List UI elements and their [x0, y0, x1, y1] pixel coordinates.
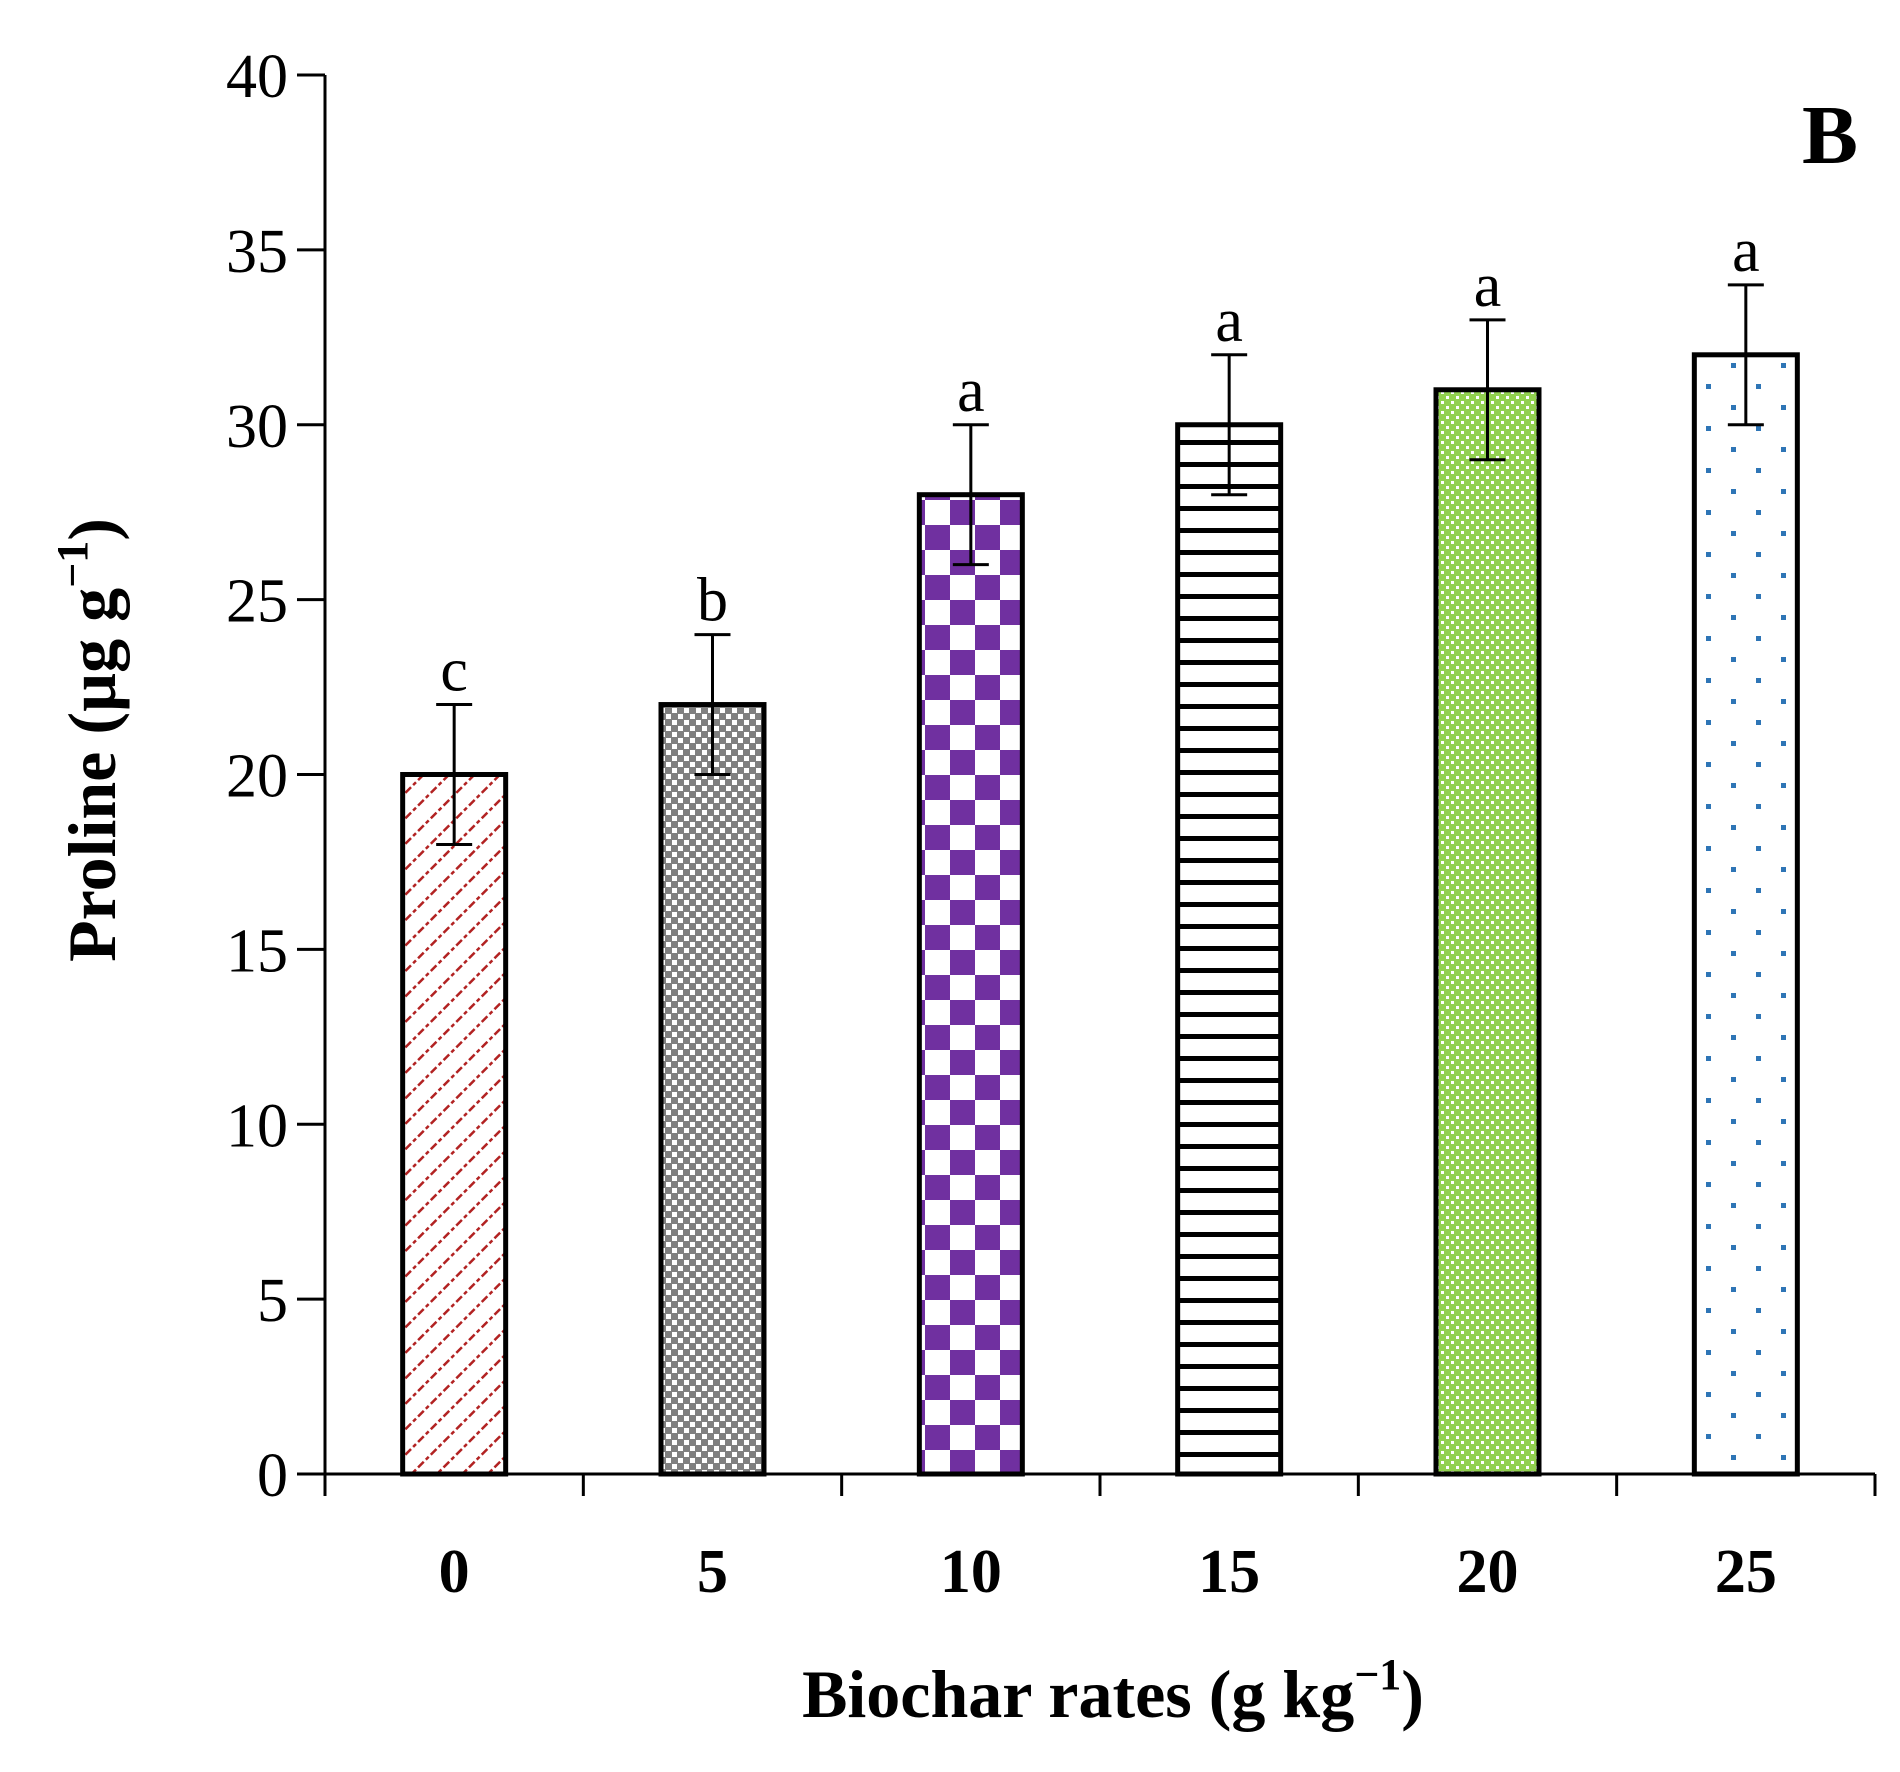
error-bars-layer [436, 283, 1764, 846]
y-tick-label-5: 5 [257, 1267, 288, 1335]
bars-layer [400, 352, 1800, 1477]
y-axis-title-main: Proline (µg g [54, 588, 130, 962]
y-tick-label-0: 0 [257, 1442, 288, 1510]
y-tick-label-15: 15 [226, 917, 288, 985]
x-tick-label-20: 20 [1457, 1538, 1519, 1606]
x-axis-title: Biochar rates (g kg−1) [802, 1650, 1424, 1732]
bar-15 [1175, 422, 1284, 1477]
significance-label-20: a [1474, 252, 1502, 320]
bar-0 [400, 772, 509, 1477]
y-tick-label-10: 10 [226, 1092, 288, 1160]
y-tick-label-25: 25 [226, 568, 288, 636]
y-tick-label-20: 20 [226, 743, 288, 811]
significance-label-15: a [1215, 287, 1243, 355]
x-axis-title-sup: −1 [1354, 1650, 1401, 1699]
bar-10 [916, 492, 1025, 1477]
x-tick-label-15: 15 [1198, 1538, 1260, 1606]
x-tick-label-25: 25 [1715, 1538, 1777, 1606]
y-axis-title-close: ) [54, 518, 130, 541]
panel-label: B [1802, 89, 1858, 182]
significance-labels-layer: c b a a a a [440, 217, 1759, 705]
significance-label-5: b [697, 567, 728, 635]
x-axis-title-close: ) [1401, 1656, 1424, 1732]
x-tick-label-0: 0 [439, 1538, 470, 1606]
significance-label-25: a [1732, 217, 1760, 285]
bar-5 [658, 702, 767, 1477]
y-axis-ticks: 0 5 10 15 20 25 30 35 40 [226, 43, 325, 1510]
y-axis-title-sup: −1 [48, 541, 97, 588]
y-tick-label-30: 30 [226, 393, 288, 461]
x-axis-title-main: Biochar rates (g kg [802, 1656, 1354, 1732]
significance-label-10: a [957, 357, 985, 425]
bar-20 [1433, 387, 1542, 1477]
y-tick-label-35: 35 [226, 218, 288, 286]
bar-25 [1691, 352, 1800, 1477]
x-tick-label-5: 5 [697, 1538, 728, 1606]
significance-label-0: c [440, 637, 468, 705]
x-tick-label-10: 10 [940, 1538, 1002, 1606]
x-axis-ticks: 0 5 10 15 20 25 [323, 1474, 1877, 1606]
y-axis-title: Proline (µg g−1) [48, 518, 130, 962]
y-tick-label-40: 40 [226, 43, 288, 111]
